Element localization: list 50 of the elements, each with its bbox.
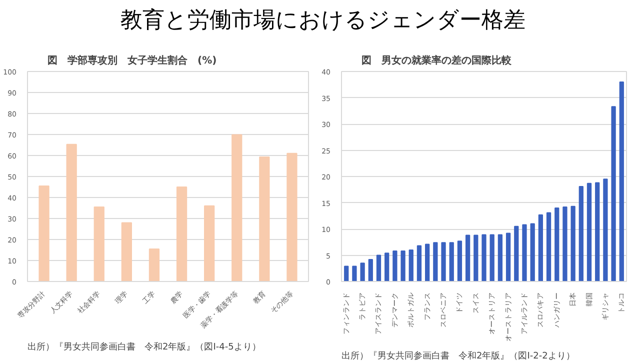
bar <box>38 185 50 282</box>
text: 出所）『男女共同参画白書 令和2年版』（図I-2-2より） <box>342 350 575 362</box>
bar <box>474 234 478 282</box>
bar <box>66 144 77 282</box>
bar <box>514 226 519 282</box>
bar <box>562 206 568 282</box>
bar <box>570 206 576 282</box>
bar <box>546 212 552 282</box>
bar <box>416 245 422 282</box>
bar <box>611 106 616 282</box>
bar <box>425 244 430 282</box>
bar <box>554 208 560 282</box>
bar <box>344 266 349 282</box>
bar <box>490 234 494 282</box>
text: 出所）『男女共同参画白書 令和2年版』（図I-4-5より） <box>28 342 261 352</box>
bar <box>121 222 132 282</box>
bar <box>498 234 503 282</box>
bar <box>433 242 438 282</box>
bar <box>352 266 357 282</box>
bar <box>522 224 527 282</box>
bar <box>449 242 454 282</box>
bar <box>578 186 584 282</box>
chart-title: 図 男女の就業率の差の国際比較 <box>362 54 512 66</box>
bar <box>148 248 160 282</box>
bar <box>408 250 414 282</box>
bar <box>259 156 270 282</box>
bar <box>392 250 398 282</box>
bar <box>538 214 543 282</box>
chart-title: 教育と労働市場におけるジェンダー格差 <box>120 7 526 35</box>
bar <box>176 186 188 282</box>
bar <box>384 252 390 282</box>
bar <box>376 254 382 282</box>
bar <box>457 240 462 282</box>
bar <box>465 234 470 282</box>
bar <box>482 234 486 282</box>
bar <box>360 262 365 282</box>
bar <box>603 178 608 282</box>
chart-subtitle: 図 学部専攻別 女子学生割合 (%) <box>48 54 217 66</box>
bar <box>506 232 511 282</box>
bar <box>232 134 242 282</box>
bar <box>400 250 406 282</box>
bar <box>286 152 298 282</box>
bar <box>530 223 535 282</box>
bar <box>595 182 600 282</box>
bar <box>368 258 373 282</box>
bar <box>94 206 104 282</box>
bar <box>586 182 592 282</box>
bar <box>441 242 446 282</box>
bar <box>204 205 215 282</box>
bar <box>619 82 624 282</box>
